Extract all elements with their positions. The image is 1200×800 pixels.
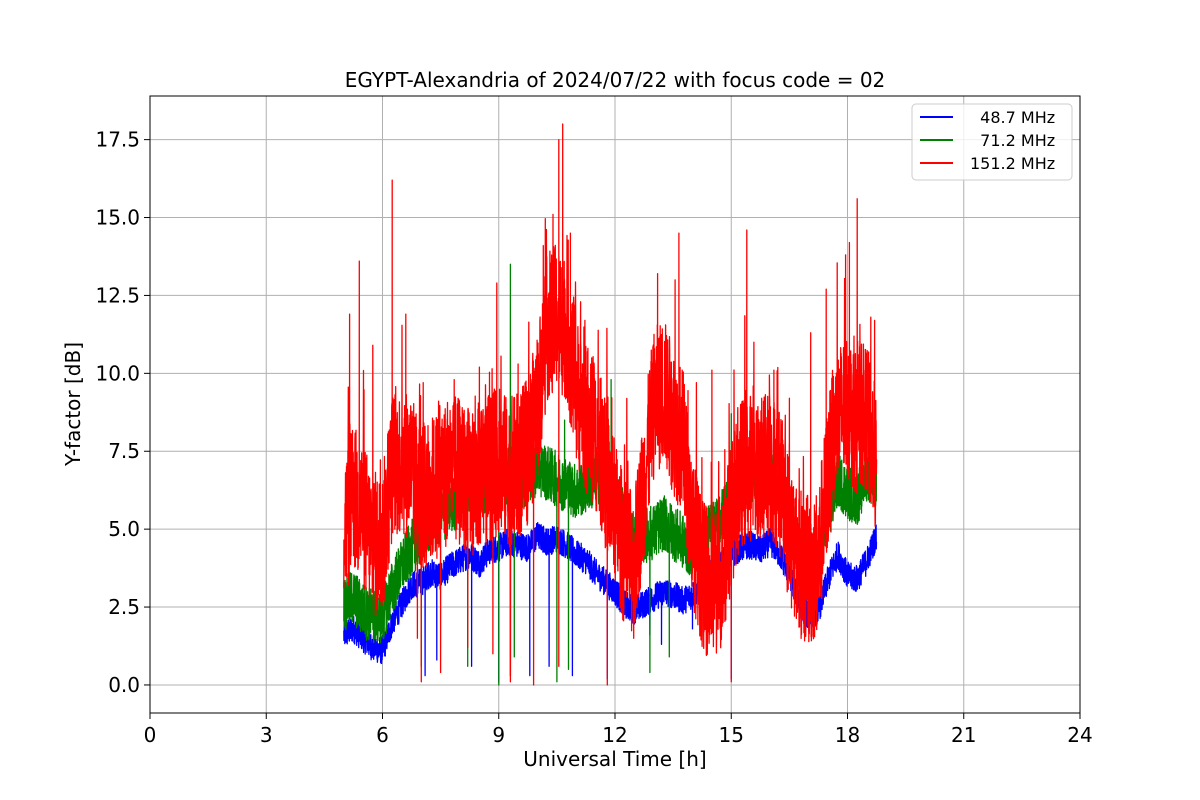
x-axis-label: Universal Time [h] (523, 747, 706, 771)
legend: 48.7 MHz 71.2 MHz 151.2 MHz (911, 103, 1073, 181)
chart-title: EGYPT-Alexandria of 2024/07/22 with focu… (345, 68, 886, 92)
x-tick-label: 6 (376, 723, 389, 747)
y-tick-label: 12.5 (95, 283, 140, 307)
y-tick-label: 5.0 (108, 517, 140, 541)
x-axis: 0 3 6 9 12 15 18 21 24 (144, 713, 1093, 747)
x-tick-label: 12 (602, 723, 627, 747)
x-tick-label: 0 (144, 723, 157, 747)
y-tick-label: 10.0 (95, 361, 140, 385)
x-tick-label: 9 (492, 723, 505, 747)
x-tick-label: 18 (835, 723, 860, 747)
series-layer (343, 123, 878, 686)
legend-label-71-2: 71.2 MHz (970, 131, 1055, 150)
series-line-151-2-mhz (343, 123, 878, 686)
legend-label-48-7: 48.7 MHz (970, 108, 1055, 127)
y-tick-label: 7.5 (108, 439, 140, 463)
x-tick-label: 3 (260, 723, 273, 747)
x-tick-label: 15 (719, 723, 744, 747)
legend-frame (911, 103, 1073, 181)
legend-label-151-2: 151.2 MHz (970, 154, 1055, 173)
y-tick-label: 0.0 (108, 673, 140, 697)
y-tick-label: 15.0 (95, 206, 140, 230)
y-tick-label: 17.5 (95, 128, 140, 152)
y-axis: 0.0 2.5 5.0 7.5 10.0 12.5 15.0 17.5 (95, 128, 150, 697)
y-axis-label: Y-factor [dB] (61, 342, 85, 467)
x-tick-label: 24 (1067, 723, 1092, 747)
x-tick-label: 21 (951, 723, 976, 747)
y-tick-label: 2.5 (108, 595, 140, 619)
